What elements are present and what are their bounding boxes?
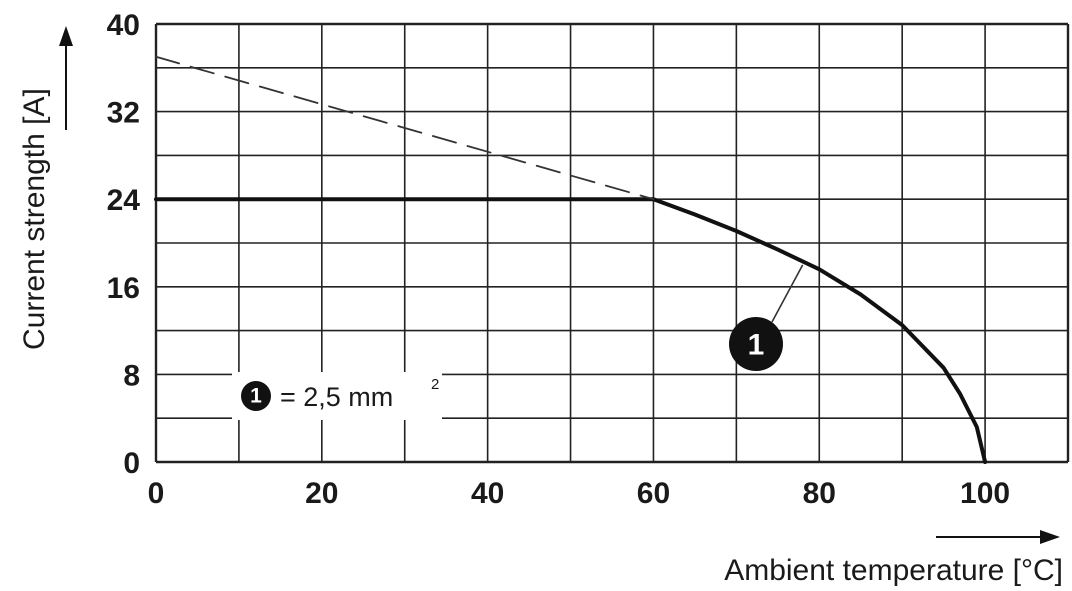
x-tick-label-20: 20 bbox=[305, 477, 338, 510]
series-dashed-line bbox=[155, 55, 655, 201]
legend-marker-label: 1 bbox=[250, 385, 262, 408]
series-solid-line bbox=[154, 197, 988, 464]
x-tick-label-80: 80 bbox=[803, 477, 836, 510]
callout-leader-line bbox=[771, 264, 804, 323]
curves bbox=[154, 55, 988, 464]
y-axis-arrow bbox=[59, 26, 73, 130]
x-axis-arrow bbox=[936, 530, 1060, 544]
x-tick-label-100: 100 bbox=[960, 477, 1010, 510]
grid-lines bbox=[154, 22, 1070, 464]
legend-marker-circle bbox=[241, 381, 271, 411]
legend: 1 = 2,5 mm 2 bbox=[232, 372, 442, 420]
y-tick-label-40: 40 bbox=[107, 9, 140, 42]
legend-superscript: 2 bbox=[431, 376, 439, 393]
y-tick-label-16: 16 bbox=[107, 272, 140, 305]
x-tick-label-0: 0 bbox=[148, 477, 165, 510]
curve-callout: 1 bbox=[729, 264, 804, 371]
callout-marker-circle bbox=[729, 317, 783, 371]
y-axis-title: Current strength [A] bbox=[18, 88, 51, 350]
y-tick-label-32: 32 bbox=[107, 97, 140, 130]
x-tick-label-60: 60 bbox=[637, 477, 670, 510]
y-tick-label-8: 8 bbox=[123, 359, 140, 392]
legend-text: = 2,5 mm bbox=[280, 382, 393, 412]
callout-marker-label: 1 bbox=[748, 329, 765, 362]
y-tick-label-24: 24 bbox=[107, 184, 141, 217]
x-tick-label-40: 40 bbox=[471, 477, 504, 510]
y-tick-label-0: 0 bbox=[123, 447, 140, 480]
tick-labels: 0 20 40 60 80 100 0 8 16 24 32 40 bbox=[107, 9, 1010, 510]
x-axis-title: Ambient temperature [°C] bbox=[724, 554, 1063, 587]
